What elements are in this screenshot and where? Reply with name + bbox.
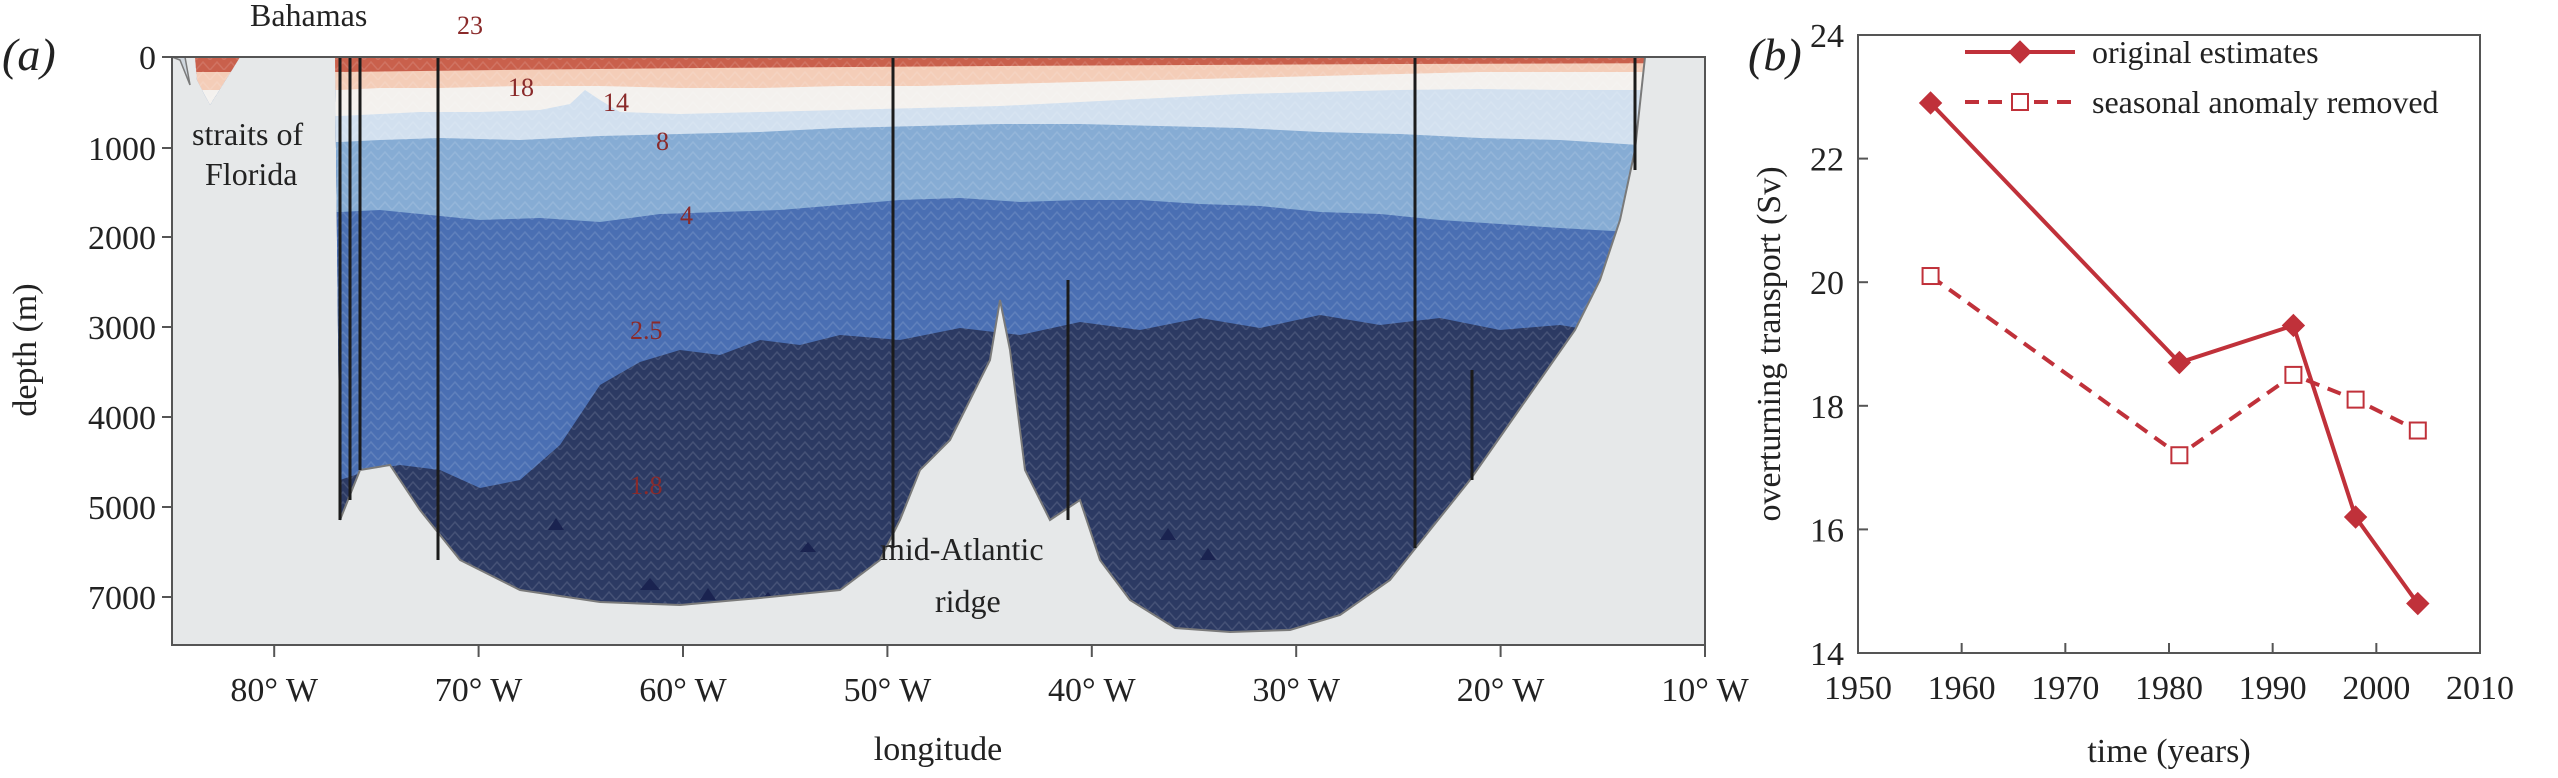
y-tick-label-a: 2000 — [88, 220, 156, 257]
legend-label: seasonal anomaly removed — [2092, 84, 2439, 120]
panel-a-label: (a) — [2, 29, 56, 80]
contour-label-23: 23 — [457, 11, 483, 40]
y-tick-label-a: 1000 — [88, 131, 156, 168]
x-tick-label-a: 50° W — [844, 672, 932, 709]
x-tick-label-b: 1950 — [1824, 670, 1892, 707]
y-axis-label-a: depth (m) — [7, 283, 44, 416]
x-tick-label-b: 1970 — [2031, 670, 2099, 707]
plot-frame-a — [171, 56, 1706, 646]
x-axis-b: 1950 1960 1970 1980 1990 2000 2010 — [1824, 643, 2514, 707]
diamond-marker — [2343, 505, 2368, 529]
square-marker — [2011, 93, 2029, 111]
contour-label-14: 14 — [603, 88, 629, 117]
x-tick-label-b: 2010 — [2446, 670, 2514, 707]
station-lines — [338, 57, 1637, 560]
panel-b-label: (b) — [1748, 29, 1802, 80]
x-tick-label-a: 60° W — [639, 672, 727, 709]
square-marker — [1921, 267, 1940, 286]
legend-label: original estimates — [2092, 34, 2319, 70]
x-tick-label-b: 1990 — [2239, 670, 2307, 707]
x-tick-label-b: 1960 — [1928, 670, 1996, 707]
y-tick-label-b: 22 — [1810, 142, 1844, 179]
y-tick-label-a: 0 — [139, 40, 156, 77]
legend: original estimates seasonal anomaly remov… — [1965, 34, 2439, 120]
straits-label-1: straits of — [192, 116, 303, 152]
x-axis-a: 80° W 70° W 60° W 50° W 40° W 30° W 20° W 10° W — [230, 645, 1750, 709]
y-tick-label-b: 18 — [1810, 389, 1844, 426]
x-tick-label-a: 40° W — [1048, 672, 1136, 709]
y-tick-label-a: 5000 — [88, 490, 156, 527]
y-tick-label-b: 14 — [1810, 636, 1844, 673]
straits-label-2: Florida — [205, 156, 297, 192]
y-tick-label-b: 24 — [1810, 18, 1844, 55]
contour-label-8: 8 — [656, 127, 669, 156]
diamond-marker — [2281, 313, 2306, 338]
y-axis-a: 0 1000 2000 3000 4000 5000 7000 — [88, 40, 172, 617]
diamond-marker — [2406, 591, 2430, 616]
x-tick-label-a: 80° W — [230, 672, 318, 709]
diamond-marker — [2008, 40, 2032, 64]
x-tick-label-a: 10° W — [1661, 672, 1749, 709]
y-tick-label-b: 16 — [1810, 512, 1844, 549]
y-tick-label-b: 20 — [1810, 265, 1844, 302]
bahamas-label: Bahamas — [250, 0, 367, 33]
square-marker — [2284, 365, 2303, 384]
y-axis-label-b: overturning transport (Sv) — [1751, 166, 1788, 521]
contour-label-18: 18 — [508, 73, 534, 102]
x-tick-label-a: 20° W — [1457, 672, 1545, 709]
x-axis-label-a: longitude — [874, 731, 1002, 768]
y-tick-label-a: 3000 — [88, 310, 156, 347]
square-marker — [2170, 446, 2189, 465]
contour-label-2p5: 2.5 — [630, 316, 663, 345]
panel-b: (b) 14 16 18 20 22 24 1950 1960 1970 1980 1990 200… — [1748, 18, 2514, 770]
x-tick-label-a: 70° W — [435, 672, 523, 709]
y-axis-b: 14 16 18 20 22 24 — [1810, 18, 1868, 673]
diamond-marker — [1918, 91, 1943, 115]
x-tick-label-a: 30° W — [1252, 672, 1340, 709]
panel-a: (a) — [2, 0, 1750, 768]
ridge-label-1: mid-Atlantic — [880, 531, 1044, 567]
bottom-topography — [339, 56, 1646, 634]
contour-label-1p8: 1.8 — [630, 471, 663, 500]
y-tick-label-a: 4000 — [88, 400, 156, 437]
x-tick-label-b: 2000 — [2342, 670, 2410, 707]
square-marker — [2408, 421, 2427, 440]
series-layer — [1918, 91, 2430, 616]
contour-label-4: 4 — [680, 201, 693, 230]
series-line-original — [1929, 101, 2420, 605]
diamond-marker — [2167, 350, 2192, 375]
x-tick-label-b: 1980 — [2135, 670, 2203, 707]
x-axis-label-b: time (years) — [2087, 733, 2250, 770]
y-tick-label-a: 7000 — [88, 580, 156, 617]
square-marker — [2346, 390, 2365, 409]
ridge-label-2: ridge — [935, 583, 1001, 619]
